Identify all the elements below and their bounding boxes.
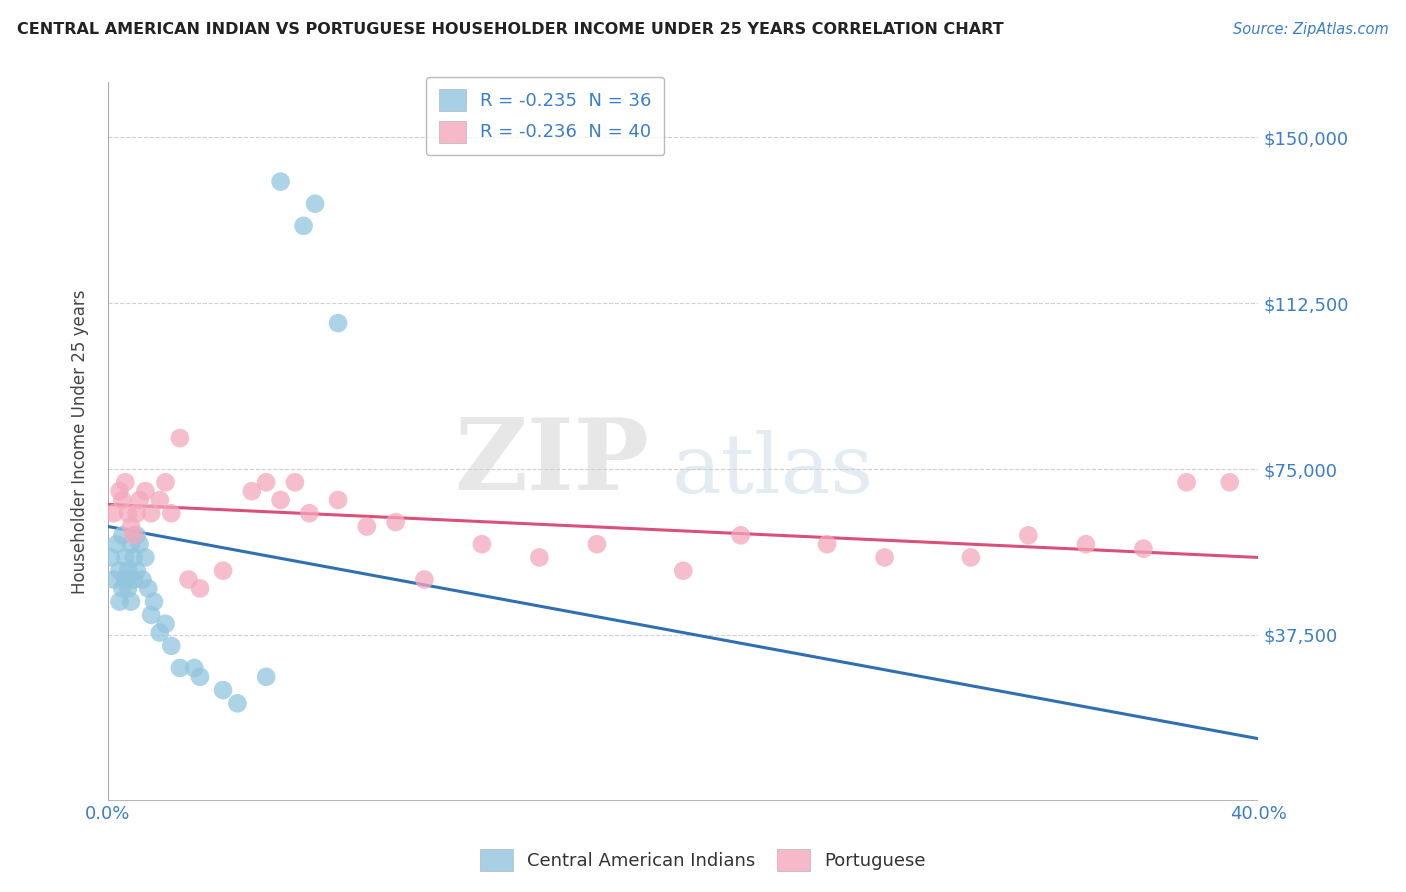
Point	[120, 595, 142, 609]
Point	[177, 573, 200, 587]
Point	[114, 475, 136, 490]
Text: Source: ZipAtlas.com: Source: ZipAtlas.com	[1233, 22, 1389, 37]
Point	[120, 519, 142, 533]
Point	[413, 573, 436, 587]
Point	[105, 537, 128, 551]
Text: ZIP: ZIP	[454, 415, 648, 511]
Point	[136, 582, 159, 596]
Point	[254, 475, 277, 490]
Point	[122, 550, 145, 565]
Point	[384, 515, 406, 529]
Point	[111, 493, 134, 508]
Point	[103, 573, 125, 587]
Legend: R = -0.235  N = 36, R = -0.236  N = 40: R = -0.235 N = 36, R = -0.236 N = 40	[426, 77, 664, 155]
Point	[143, 595, 166, 609]
Text: CENTRAL AMERICAN INDIAN VS PORTUGUESE HOUSEHOLDER INCOME UNDER 25 YEARS CORRELAT: CENTRAL AMERICAN INDIAN VS PORTUGUESE HO…	[17, 22, 1004, 37]
Point	[240, 484, 263, 499]
Point	[212, 564, 235, 578]
Point	[298, 506, 321, 520]
Y-axis label: Householder Income Under 25 years: Householder Income Under 25 years	[72, 289, 89, 594]
Point	[114, 550, 136, 565]
Point	[873, 550, 896, 565]
Point	[730, 528, 752, 542]
Point	[1175, 475, 1198, 490]
Point	[117, 506, 139, 520]
Point	[117, 582, 139, 596]
Point	[169, 661, 191, 675]
Point	[1017, 528, 1039, 542]
Point	[125, 564, 148, 578]
Point	[125, 506, 148, 520]
Point	[815, 537, 838, 551]
Point	[111, 582, 134, 596]
Point	[155, 616, 177, 631]
Point	[270, 175, 292, 189]
Point	[169, 431, 191, 445]
Point	[356, 519, 378, 533]
Point	[117, 564, 139, 578]
Point	[1132, 541, 1154, 556]
Text: atlas: atlas	[672, 430, 875, 510]
Point	[183, 661, 205, 675]
Point	[226, 697, 249, 711]
Point	[304, 196, 326, 211]
Point	[122, 573, 145, 587]
Point	[212, 683, 235, 698]
Point	[270, 493, 292, 508]
Point	[160, 506, 183, 520]
Point	[103, 506, 125, 520]
Point	[292, 219, 315, 233]
Point	[1219, 475, 1241, 490]
Point	[120, 537, 142, 551]
Point	[108, 484, 131, 499]
Point	[160, 639, 183, 653]
Point	[672, 564, 695, 578]
Point	[108, 595, 131, 609]
Point	[139, 506, 162, 520]
Point	[125, 528, 148, 542]
Point	[108, 564, 131, 578]
Legend: Central American Indians, Portuguese: Central American Indians, Portuguese	[474, 842, 932, 879]
Point	[188, 670, 211, 684]
Point	[139, 607, 162, 622]
Point	[959, 550, 981, 565]
Point	[114, 573, 136, 587]
Point	[529, 550, 551, 565]
Point	[149, 493, 172, 508]
Point	[326, 316, 349, 330]
Point	[134, 550, 156, 565]
Point	[128, 537, 150, 551]
Point	[128, 493, 150, 508]
Point	[111, 528, 134, 542]
Point	[134, 484, 156, 499]
Point	[131, 573, 153, 587]
Point	[254, 670, 277, 684]
Point	[122, 528, 145, 542]
Point	[149, 625, 172, 640]
Point	[471, 537, 494, 551]
Point	[326, 493, 349, 508]
Point	[586, 537, 609, 551]
Point	[284, 475, 307, 490]
Point	[1074, 537, 1097, 551]
Point	[188, 582, 211, 596]
Point	[100, 550, 122, 565]
Point	[155, 475, 177, 490]
